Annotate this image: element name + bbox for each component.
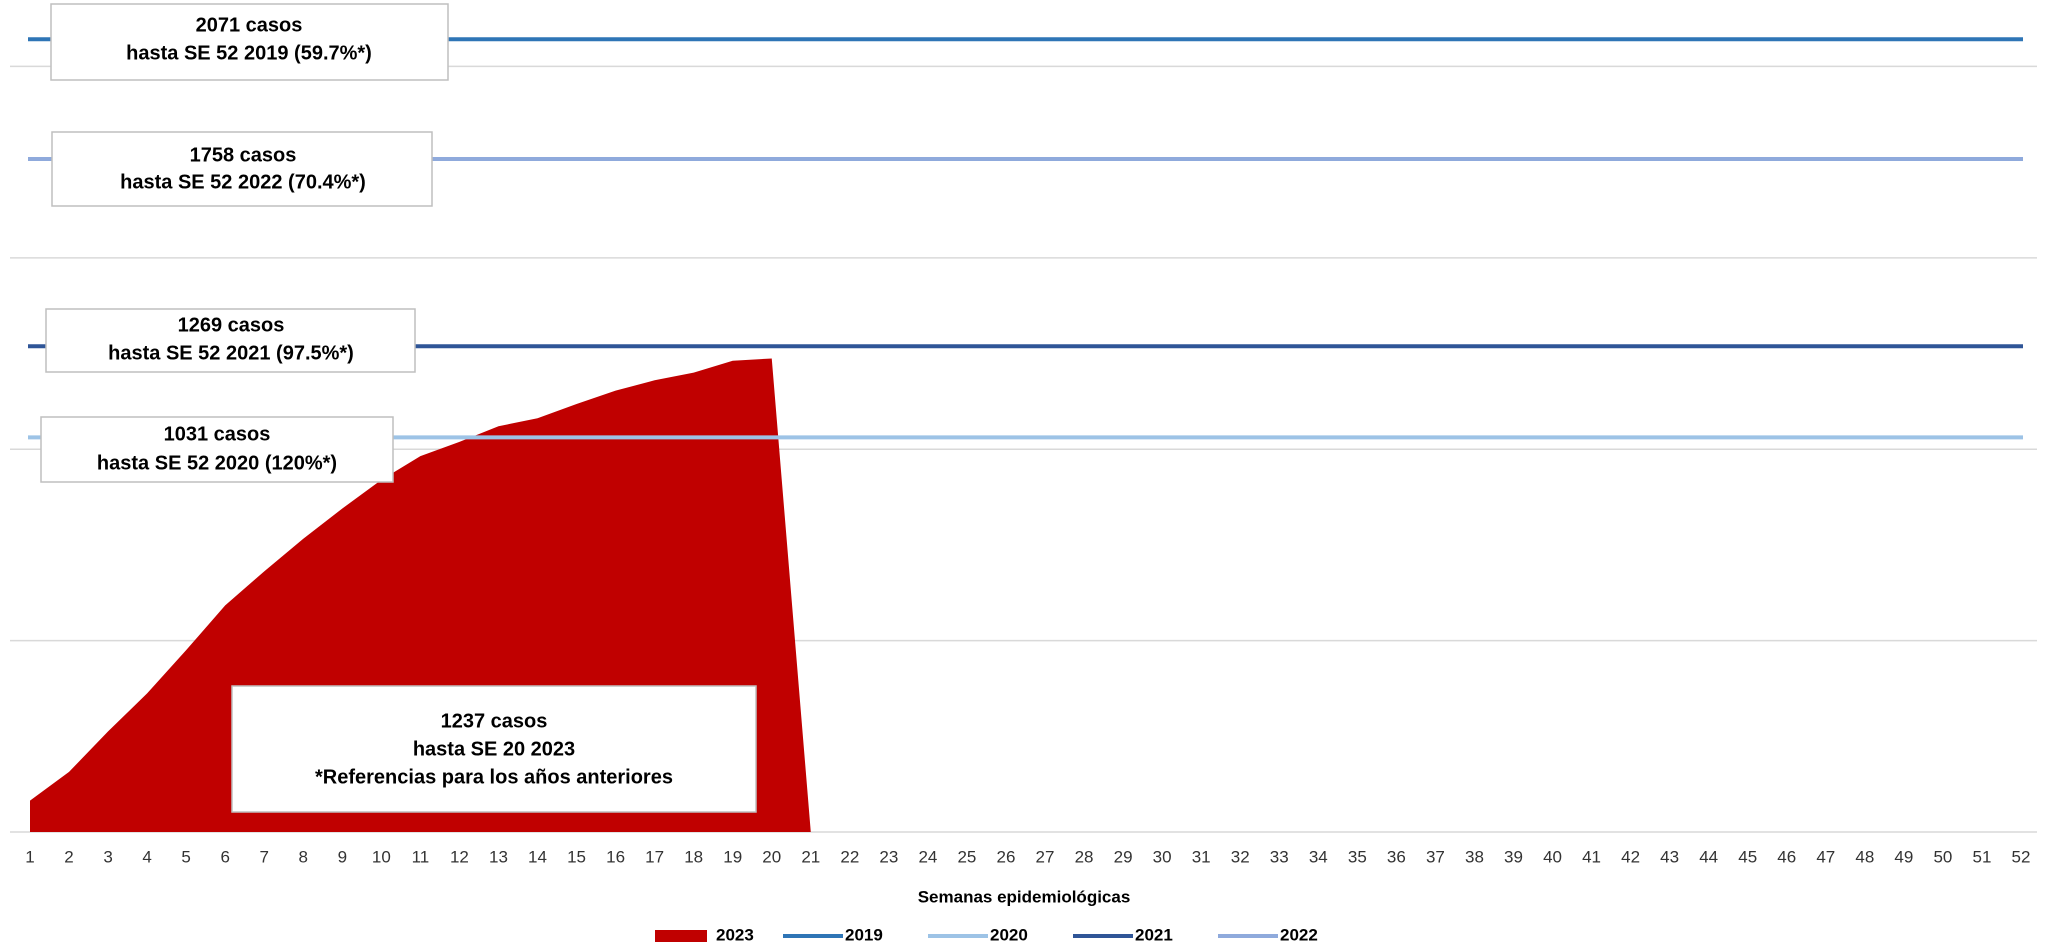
x-tick-label: 35 xyxy=(1348,847,1367,866)
x-tick-label: 14 xyxy=(528,847,547,866)
annotation-text: hasta SE 52 2020 (120%*) xyxy=(97,452,337,474)
x-tick-label: 40 xyxy=(1543,847,1562,866)
x-tick-label: 44 xyxy=(1699,847,1718,866)
x-tick-label: 13 xyxy=(489,847,508,866)
x-tick-label: 38 xyxy=(1465,847,1484,866)
x-tick-label: 22 xyxy=(840,847,859,866)
x-tick-label: 47 xyxy=(1816,847,1835,866)
x-tick-label: 26 xyxy=(997,847,1016,866)
legend-label: 2019 xyxy=(845,925,883,944)
x-tick-label: 7 xyxy=(260,847,269,866)
annotation-box xyxy=(231,685,757,813)
x-tick-label: 50 xyxy=(1933,847,1952,866)
annotation-text: 1269 casos xyxy=(178,314,285,336)
x-tick-label: 36 xyxy=(1387,847,1406,866)
x-tick-label: 33 xyxy=(1270,847,1289,866)
x-tick-label: 52 xyxy=(2012,847,2031,866)
x-tick-label: 2 xyxy=(64,847,73,866)
annotation-text: hasta SE 20 2023 xyxy=(413,738,575,760)
x-tick-label: 6 xyxy=(220,847,229,866)
annotation-text: 1031 casos xyxy=(164,423,271,445)
x-tick-label: 41 xyxy=(1582,847,1601,866)
x-tick-label: 25 xyxy=(957,847,976,866)
x-tick-label: 45 xyxy=(1738,847,1757,866)
annotation-text: 1758 casos xyxy=(190,144,297,166)
x-tick-label: 12 xyxy=(450,847,469,866)
annotation-text: hasta SE 52 2021 (97.5%*) xyxy=(108,342,354,364)
annotation-text: 2071 casos xyxy=(196,14,303,36)
x-tick-label: 32 xyxy=(1231,847,1250,866)
x-tick-label: 8 xyxy=(299,847,308,866)
x-tick-label: 16 xyxy=(606,847,625,866)
x-axis-title: Semanas epidemiológicas xyxy=(918,887,1131,906)
annotation-text: *Referencias para los años anteriores xyxy=(315,766,673,788)
x-tick-label: 28 xyxy=(1075,847,1094,866)
annotation-box xyxy=(40,416,394,483)
x-tick-label: 48 xyxy=(1855,847,1874,866)
x-tick-label: 30 xyxy=(1153,847,1172,866)
legend-swatch xyxy=(655,930,707,942)
x-tick-label: 46 xyxy=(1777,847,1796,866)
x-tick-label: 23 xyxy=(879,847,898,866)
x-tick-label: 43 xyxy=(1660,847,1679,866)
x-tick-label: 17 xyxy=(645,847,664,866)
x-tick-label: 10 xyxy=(372,847,391,866)
annotation-text: hasta SE 52 2019 (59.7%*) xyxy=(126,42,372,64)
x-tick-label: 21 xyxy=(801,847,820,866)
x-tick-label: 31 xyxy=(1192,847,1211,866)
legend-label: 2021 xyxy=(1135,925,1173,944)
x-tick-label: 15 xyxy=(567,847,586,866)
x-tick-label: 19 xyxy=(723,847,742,866)
x-tick-label: 39 xyxy=(1504,847,1523,866)
x-tick-label: 18 xyxy=(684,847,703,866)
x-tick-label: 37 xyxy=(1426,847,1445,866)
x-tick-label: 49 xyxy=(1894,847,1913,866)
annotation-box xyxy=(50,3,449,81)
x-tick-label: 9 xyxy=(338,847,347,866)
x-tick-label: 24 xyxy=(918,847,937,866)
annotation-box xyxy=(45,308,416,373)
x-tick-label: 11 xyxy=(412,847,430,866)
x-tick-label: 51 xyxy=(1972,847,1991,866)
x-tick-label: 27 xyxy=(1036,847,1055,866)
x-tick-label: 4 xyxy=(142,847,151,866)
legend-label: 2020 xyxy=(990,925,1028,944)
legend-label: 2022 xyxy=(1280,925,1318,944)
x-tick-label: 1 xyxy=(25,847,34,866)
x-tick-label: 20 xyxy=(762,847,781,866)
x-tick-label: 42 xyxy=(1621,847,1640,866)
x-tick-label: 34 xyxy=(1309,847,1328,866)
x-tick-label: 29 xyxy=(1114,847,1133,866)
legend-label: 2023 xyxy=(716,925,754,944)
annotation-text: 1237 casos xyxy=(441,710,548,732)
x-tick-label: 3 xyxy=(103,847,112,866)
annotation-text: hasta SE 52 2022 (70.4%*) xyxy=(120,171,366,193)
x-tick-label: 5 xyxy=(181,847,190,866)
annotation-box xyxy=(51,131,433,207)
